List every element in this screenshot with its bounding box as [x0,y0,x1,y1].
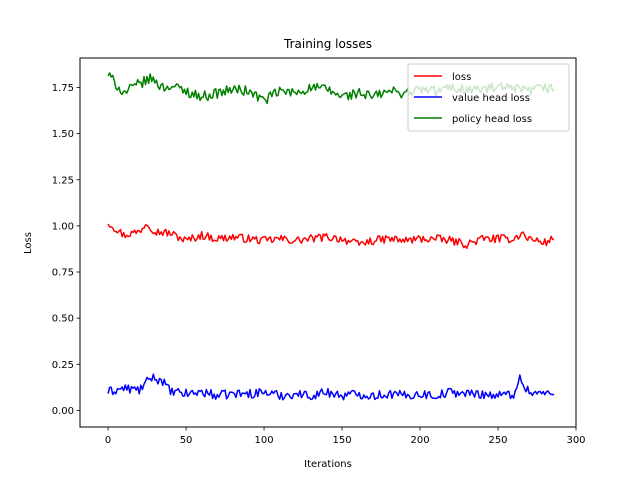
legend-box [407,63,570,132]
x-tick-label: 100 [255,435,274,446]
y-tick-label: 0.50 [52,314,74,325]
x-axis-label: Iterations [304,459,352,470]
legend-label: policy head loss [452,114,532,125]
y-axis-label: Loss [23,232,34,254]
x-tick-label: 150 [332,435,351,446]
y-tick-label: 1.00 [52,221,74,232]
legend-label: value head loss [452,93,530,104]
y-tick-label: 1.75 [52,83,74,94]
legend-label: loss [452,72,471,83]
y-tick-label: 0.75 [52,268,74,279]
x-tick-label: 0 [105,435,111,446]
x-tick-label: 200 [410,435,429,446]
y-tick-label: 0.00 [52,406,74,417]
series-line-value-head-loss [107,373,555,401]
y-tick-label: 1.50 [52,129,74,140]
legend: loss value head loss policy head loss [407,63,570,132]
y-tick-label: 0.25 [52,360,74,371]
x-tick-label: 300 [566,435,585,446]
series-line-loss [107,223,555,250]
x-ticks: 0 50 100 150 200 250 300 [105,427,586,446]
chart-title: Training losses [283,37,372,51]
plot-frame [79,57,577,428]
y-ticks: 0.00 0.25 0.50 0.75 1.00 1.25 1.50 1.75 [52,83,80,417]
x-tick-label: 50 [180,435,193,446]
x-tick-label: 250 [488,435,507,446]
y-tick-label: 1.25 [52,175,74,186]
